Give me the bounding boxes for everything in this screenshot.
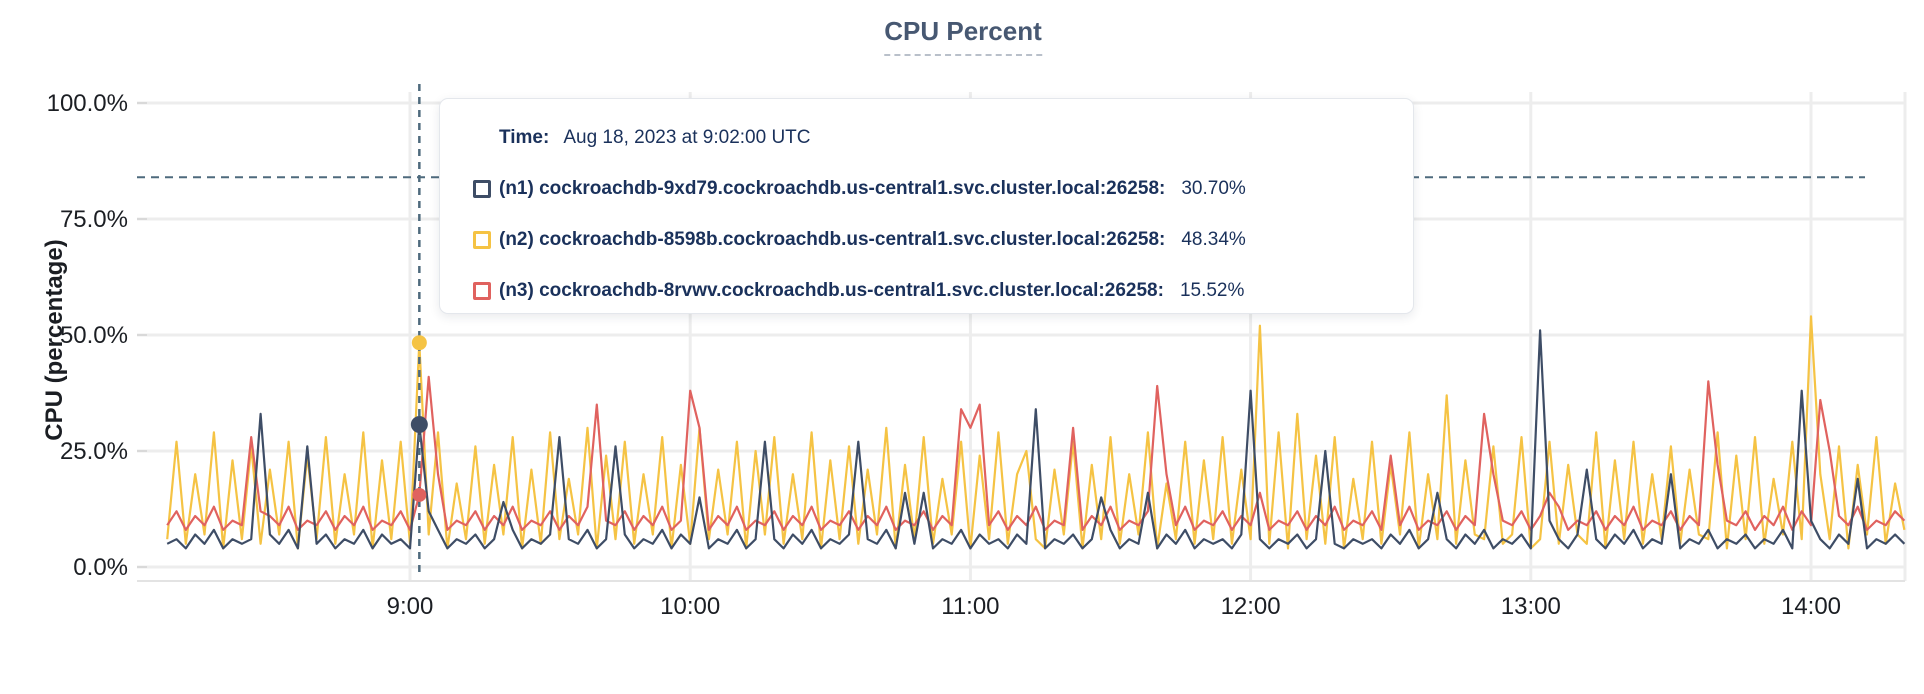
series-swatch-n1-icon: [473, 180, 491, 198]
y-tick-label: 50.0%: [60, 322, 128, 349]
series-line-n2: [166, 315, 1906, 550]
crosshair-dot-n2: [411, 335, 427, 351]
series-line-n3: [166, 375, 1906, 532]
crosshair-dot-n1: [410, 416, 428, 434]
y-tick-label: 0.0%: [73, 554, 128, 581]
tooltip-time-value: Aug 18, 2023 at 9:02:00 UTC: [563, 127, 811, 148]
series-swatch-n3-icon: [473, 282, 491, 300]
tooltip-row-n2: (n2) cockroachdb-8598b.cockroachdb.us-ce…: [473, 229, 1413, 251]
y-tick-label: 100.0%: [47, 90, 128, 117]
x-tick-label: 14:00: [1781, 593, 1841, 620]
hover-tooltip: Time: Aug 18, 2023 at 9:02:00 UTC (n1) co…: [439, 98, 1414, 314]
tooltip-label-n1: (n1) cockroachdb-9xd79.cockroachdb.us-ce…: [499, 178, 1166, 199]
y-tick-label: 75.0%: [60, 206, 128, 233]
x-tick-label: 11:00: [941, 593, 999, 620]
x-tick-label: 13:00: [1501, 593, 1561, 620]
y-tick-label: 25.0%: [60, 438, 128, 465]
series-line-n1: [166, 329, 1906, 550]
tooltip-value-n1: 30.70%: [1181, 178, 1246, 199]
tooltip-time-row: Time: Aug 18, 2023 at 9:02:00 UTC: [499, 127, 1413, 149]
chart-title: CPU Percent: [884, 16, 1042, 56]
y-axis-title: CPU (percentage): [41, 239, 68, 440]
x-tick-label: 10:00: [660, 593, 720, 620]
tooltip-row-n1: (n1) cockroachdb-9xd79.cockroachdb.us-ce…: [473, 178, 1413, 200]
tooltip-label-n2: (n2) cockroachdb-8598b.cockroachdb.us-ce…: [499, 229, 1166, 250]
tooltip-value-n3: 15.52%: [1179, 280, 1245, 301]
tooltip-row-n3: (n3) cockroachdb-8rvwv.cockroachdb.us-ce…: [473, 280, 1413, 302]
x-tick-label: 12:00: [1221, 593, 1281, 620]
x-tick-label: 9:00: [387, 593, 434, 620]
tooltip-time-label: Time:: [499, 127, 550, 148]
tooltip-value-n2: 48.34%: [1181, 229, 1246, 250]
tooltip-label-n3: (n3) cockroachdb-8rvwv.cockroachdb.us-ce…: [499, 280, 1164, 301]
series-swatch-n2-icon: [473, 231, 491, 249]
crosshair-dot-n3: [412, 487, 427, 502]
